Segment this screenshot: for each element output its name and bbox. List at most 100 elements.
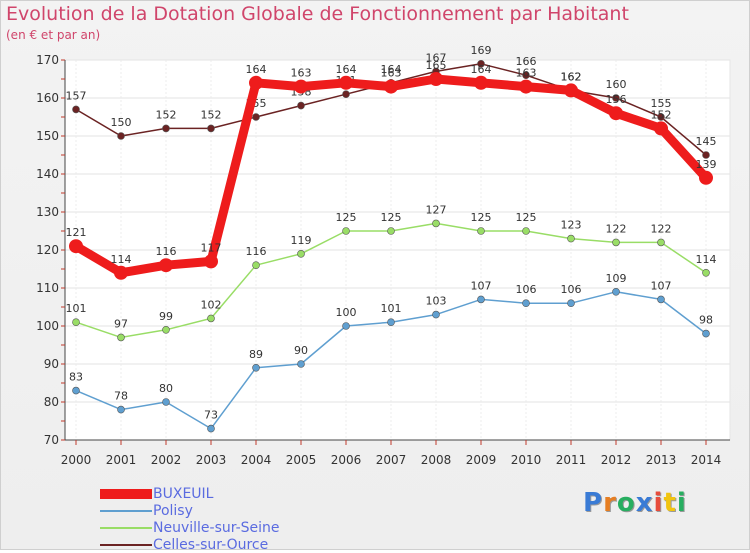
data-label-celles-sur-ource: 157 [66, 89, 87, 102]
proxiti-logo: Proxiti [583, 488, 687, 518]
data-label-neuville-sur-seine: 119 [291, 234, 312, 247]
data-label-buxeuil: 164 [336, 63, 357, 76]
legend-item-celles-sur-ource: Celles-sur-Ource [100, 536, 280, 553]
data-point-polisy [252, 363, 260, 372]
data-point-neuville-sur-seine [702, 268, 710, 277]
chart-title: Evolution de la Dotation Globale de Fonc… [6, 3, 629, 25]
x-tick-label: 2004 [241, 453, 272, 467]
y-tick-label: 160 [36, 91, 59, 105]
data-label-celles-sur-ource: 167 [426, 51, 447, 64]
data-label-polisy: 73 [204, 409, 218, 422]
x-tick-label: 2002 [151, 453, 182, 467]
data-point-polisy [387, 318, 395, 327]
data-label-buxeuil: 114 [111, 253, 132, 266]
y-tick-label: 110 [36, 281, 59, 295]
data-point-celles-sur-ource [297, 101, 305, 110]
data-label-celles-sur-ource: 155 [651, 97, 672, 110]
data-point-neuville-sur-seine [342, 227, 350, 235]
legend-swatch [100, 543, 152, 546]
data-label-polisy: 109 [606, 272, 627, 285]
legend-label: Celles-sur-Ource [153, 536, 269, 553]
data-label-buxeuil: 162 [561, 70, 582, 83]
data-point-buxeuil [429, 72, 443, 86]
data-point-buxeuil [294, 79, 308, 94]
data-point-buxeuil [519, 79, 533, 94]
data-point-buxeuil [339, 75, 353, 90]
data-label-polisy: 106 [516, 283, 537, 296]
legend-label: BUXEUIL [153, 485, 214, 502]
data-point-neuville-sur-seine [297, 250, 305, 258]
x-tick-label: 2008 [421, 453, 452, 467]
data-point-buxeuil [384, 79, 398, 94]
data-label-celles-sur-ource: 152 [156, 108, 177, 121]
legend-label: Polisy [153, 502, 193, 519]
data-point-neuville-sur-seine [477, 227, 485, 235]
legend-item-neuville-sur-seine: Neuville-sur-Seine [100, 519, 280, 536]
data-label-polisy: 107 [471, 279, 492, 292]
data-point-celles-sur-ource [522, 71, 530, 79]
data-label-buxeuil: 156 [606, 93, 627, 106]
data-label-polisy: 98 [699, 314, 713, 327]
data-label-celles-sur-ource: 150 [111, 116, 132, 129]
x-tick-label: 2007 [376, 453, 407, 467]
data-point-polisy [207, 424, 215, 433]
data-point-celles-sur-ource [252, 113, 260, 121]
data-point-polisy [117, 405, 125, 414]
data-label-buxeuil: 116 [156, 245, 177, 258]
data-label-celles-sur-ource: 162 [561, 70, 582, 83]
data-point-celles-sur-ource [657, 113, 665, 121]
data-label-polisy: 106 [561, 283, 582, 296]
data-label-polisy: 78 [114, 390, 128, 403]
data-label-neuville-sur-seine: 127 [426, 203, 447, 216]
data-label-buxeuil: 163 [516, 67, 537, 80]
data-label-buxeuil: 163 [381, 67, 402, 80]
y-tick-label: 120 [36, 243, 59, 257]
data-point-buxeuil [159, 258, 173, 273]
data-point-buxeuil [564, 83, 578, 98]
data-point-buxeuil [69, 239, 83, 254]
data-label-buxeuil: 164 [471, 63, 492, 76]
data-point-buxeuil [249, 75, 263, 90]
legend-swatch [100, 526, 152, 529]
data-point-polisy [657, 295, 665, 304]
chart-legend: BUXEUIL Polisy Neuville-sur-Seine Celles-su… [100, 485, 280, 553]
data-label-polisy: 103 [426, 295, 447, 308]
data-point-celles-sur-ource [702, 151, 710, 159]
x-tick-label: 2000 [61, 453, 92, 467]
y-tick-label: 130 [36, 205, 59, 219]
data-point-polisy [342, 322, 350, 330]
data-point-neuville-sur-seine [612, 238, 620, 247]
data-label-neuville-sur-seine: 125 [516, 211, 537, 224]
data-label-polisy: 100 [336, 306, 357, 319]
x-tick-label: 2014 [691, 453, 722, 467]
x-tick-label: 2012 [601, 453, 632, 467]
data-label-neuville-sur-seine: 101 [66, 302, 87, 315]
data-label-neuville-sur-seine: 99 [159, 310, 173, 323]
data-label-celles-sur-ource: 164 [381, 63, 402, 76]
data-point-buxeuil [114, 265, 128, 280]
data-label-polisy: 83 [69, 371, 83, 384]
data-point-polisy [297, 360, 305, 368]
data-point-polisy [567, 299, 575, 308]
y-tick-label: 90 [44, 357, 59, 371]
legend-item-buxeuil: BUXEUIL [100, 485, 280, 502]
data-label-celles-sur-ource: 160 [606, 78, 627, 91]
data-point-celles-sur-ource [207, 124, 215, 133]
data-label-celles-sur-ource: 152 [201, 108, 222, 121]
x-tick-label: 2005 [286, 453, 317, 467]
y-tick-label: 100 [36, 319, 59, 333]
data-point-buxeuil [699, 170, 713, 185]
x-tick-label: 2011 [556, 453, 587, 467]
x-tick-label: 2003 [196, 453, 227, 467]
data-label-neuville-sur-seine: 102 [201, 298, 222, 311]
y-tick-label: 170 [36, 53, 59, 67]
x-tick-label: 2001 [106, 453, 137, 467]
x-tick-label: 2009 [466, 453, 497, 467]
data-label-polisy: 90 [294, 344, 308, 357]
data-label-buxeuil: 163 [291, 67, 312, 80]
data-point-neuville-sur-seine [387, 227, 395, 235]
data-point-polisy [702, 329, 710, 338]
data-label-celles-sur-ource: 169 [471, 44, 492, 57]
legend-swatch [100, 488, 152, 499]
data-point-celles-sur-ource [72, 105, 80, 114]
